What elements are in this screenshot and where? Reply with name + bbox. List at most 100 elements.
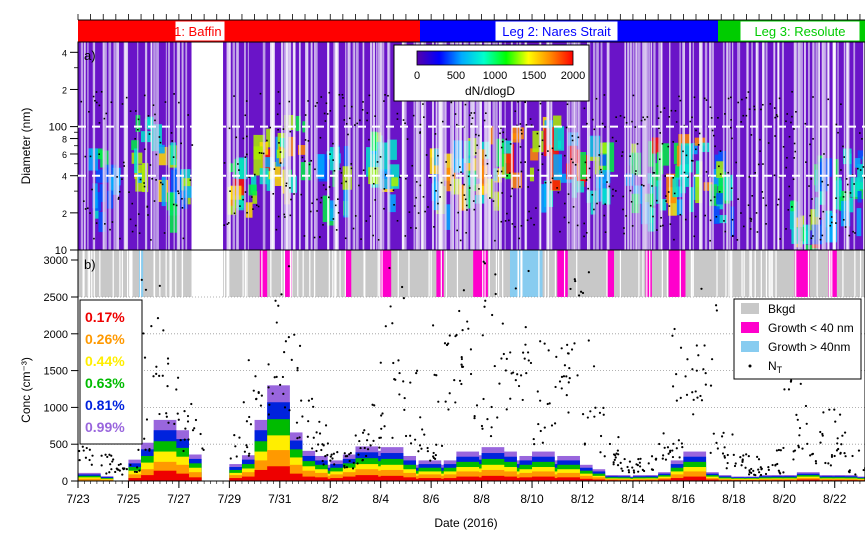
nt-point (143, 356, 147, 359)
mode-dot (786, 113, 789, 115)
nt-point (324, 424, 328, 427)
strip-gap (829, 250, 831, 297)
nt-point (742, 454, 745, 457)
nt-point (833, 454, 836, 458)
nt-point (378, 446, 381, 449)
heatmap-cell (444, 204, 451, 230)
nt-point (460, 363, 463, 366)
nt-point (627, 469, 630, 472)
nt-point (671, 455, 675, 459)
nt-point (840, 443, 843, 446)
mode-dot (161, 183, 164, 186)
nt-point (78, 459, 81, 462)
nt-point (838, 413, 842, 416)
mode-dot (323, 112, 326, 115)
nt-point (537, 422, 540, 426)
nt-point (536, 390, 539, 393)
mode-dot (392, 189, 395, 192)
strip-gap (313, 250, 316, 297)
mode-dot (478, 134, 480, 137)
nt-point (455, 333, 458, 337)
mode-dot (830, 216, 833, 218)
nt-point (104, 453, 107, 456)
nt-point (469, 348, 473, 351)
mode-dot (350, 105, 353, 108)
nt-point (432, 456, 435, 460)
mode-dot (601, 122, 604, 125)
mode-dot (518, 237, 521, 240)
mode-dot (492, 200, 495, 202)
ccn-bar (481, 475, 505, 481)
ccn-bar (582, 479, 606, 481)
nt-point (110, 468, 113, 471)
nt-point (505, 408, 508, 411)
nt-point (194, 418, 198, 422)
mode-dot (664, 175, 667, 177)
ccn-bar (759, 479, 782, 481)
heatmap-gap-stripe (755, 42, 759, 250)
heatmap-gap-stripe (484, 42, 488, 250)
nt-point (498, 382, 501, 385)
mode-dot (538, 145, 541, 148)
mode-dot (429, 176, 431, 179)
mode-dot (86, 207, 89, 210)
mode-dot (158, 136, 161, 138)
mode-dot (89, 212, 91, 214)
nt-point (777, 448, 781, 452)
strip-gap (283, 250, 286, 297)
nt-point (447, 342, 450, 345)
mode-dot (793, 142, 796, 145)
nt-point (245, 420, 249, 423)
nt-point (419, 416, 422, 419)
strip-gap (816, 250, 818, 297)
mode-dot (303, 235, 306, 237)
nt-point (483, 262, 487, 265)
heatmap-cell (388, 164, 400, 189)
strip-gap (690, 250, 692, 297)
nt-point (343, 452, 346, 455)
mode-dot (678, 95, 680, 98)
heatmap-cell (274, 177, 287, 186)
strip-gap (309, 250, 311, 297)
nt-point (259, 404, 263, 407)
mode-dot (316, 102, 318, 104)
mode-dot (794, 150, 797, 153)
nt-point (78, 449, 81, 453)
nt-point (91, 454, 94, 457)
heatmap-cell (166, 192, 175, 211)
mode-dot (372, 234, 374, 237)
nt-point (143, 437, 146, 440)
nt-point (570, 348, 574, 351)
nt-point (704, 383, 707, 386)
heatmap-cell (342, 166, 352, 190)
ccn-bar (796, 479, 820, 481)
ccn-bar (342, 476, 366, 481)
strip-gap (859, 250, 862, 297)
nt-point (811, 452, 815, 455)
nt-point (741, 459, 744, 462)
mode-dot (792, 178, 795, 181)
mode-dot (804, 122, 807, 125)
mode-dot (756, 231, 759, 233)
heatmap-gap-stripe (82, 42, 84, 250)
mode-dot (433, 226, 435, 228)
nt-point (307, 399, 310, 402)
nt-point (775, 449, 779, 452)
nt-point (715, 441, 718, 444)
mode-dot (829, 224, 832, 227)
nt-point (579, 290, 583, 293)
mode-dot (517, 100, 519, 103)
heatmap-gap-stripe (92, 42, 96, 250)
nt-point (332, 452, 335, 455)
nt-point (481, 427, 484, 430)
strip-gap (679, 250, 681, 297)
heatmap-gap-stripe (104, 42, 107, 250)
mode-dot (774, 116, 776, 119)
y-tick-label: 6 (62, 150, 67, 160)
mode-dot (233, 212, 236, 215)
ccn-bar (305, 477, 328, 481)
heatmap-gap-stripe (288, 42, 291, 250)
nt-point (521, 398, 524, 402)
nt-point (321, 459, 324, 463)
heatmap-cell (553, 115, 562, 130)
